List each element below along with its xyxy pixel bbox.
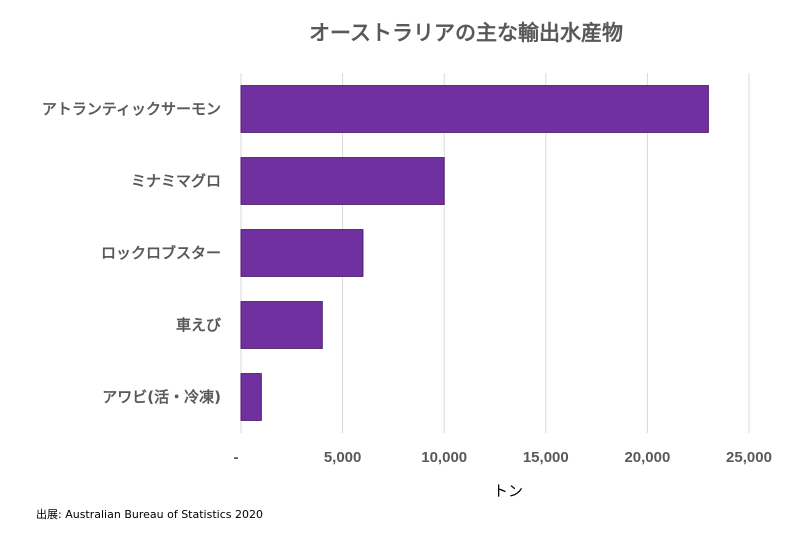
- chart-title: オーストラリアの主な輸出水産物: [309, 21, 623, 45]
- x-tick-label: 20,000: [624, 449, 670, 466]
- bars: [240, 85, 709, 421]
- category-label: ミナミマグロ: [131, 172, 221, 190]
- category-label: アワビ(活・冷凍): [102, 388, 221, 406]
- bar: [240, 301, 323, 349]
- x-tick-labels: - 5,000 10,000 15,000 20,000 25,000: [234, 449, 772, 466]
- x-axis-label: トン: [493, 482, 523, 500]
- category-label: 車えび: [176, 316, 221, 334]
- bar: [240, 229, 364, 277]
- x-tick-label: 10,000: [421, 449, 467, 466]
- x-tick-label: -: [234, 449, 239, 466]
- x-tick-label: 25,000: [726, 449, 772, 466]
- bar: [240, 157, 445, 205]
- category-label: アトランティックサーモン: [42, 100, 221, 118]
- category-label: ロックロブスター: [101, 244, 221, 262]
- bar: [240, 373, 262, 421]
- x-tick-label: 15,000: [523, 449, 569, 466]
- source-note: 出展: Australian Bureau of Statistics 2020: [36, 507, 263, 521]
- bar: [240, 85, 709, 133]
- x-tick-label: 5,000: [324, 449, 362, 466]
